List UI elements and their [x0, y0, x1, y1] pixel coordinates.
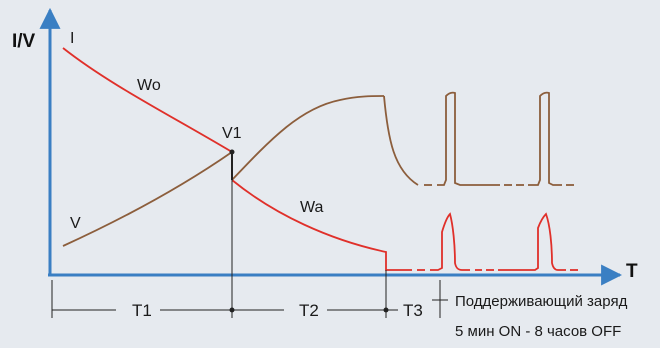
- w0-label: Wo: [137, 77, 161, 94]
- current-label: I: [70, 30, 74, 47]
- timeline: T1 T2 T3 Поддерживающий заряд 5 мин ON -…: [52, 293, 628, 340]
- float-charge-schedule: 5 мин ON - 8 часов OFF: [455, 323, 621, 340]
- voltage-label: V: [70, 215, 81, 232]
- voltage-curve: [62, 91, 574, 247]
- segment-t1: T1: [132, 301, 152, 320]
- v1-point: [229, 149, 235, 155]
- x-axis-title: T: [626, 261, 638, 282]
- v1-label: V1: [222, 125, 242, 142]
- float-charge-title: Поддерживающий заряд: [455, 293, 628, 310]
- current-curve: [62, 47, 578, 271]
- segment-t2: T2: [299, 301, 319, 320]
- y-axis-title: I/V: [12, 31, 36, 52]
- segment-t3: T3: [403, 301, 423, 320]
- wa-label: Wa: [300, 199, 324, 216]
